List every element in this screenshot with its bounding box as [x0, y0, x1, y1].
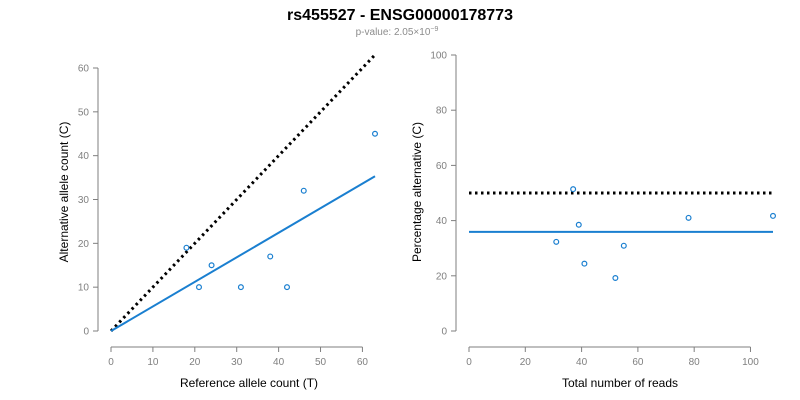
- left-data-point: [183, 244, 190, 251]
- left-y-tick-label: 40: [78, 151, 90, 162]
- right-x-tick-label: 20: [520, 357, 532, 368]
- right-y-tick-label: 40: [436, 216, 448, 227]
- left-x-tick-label: 10: [147, 357, 159, 368]
- left-data-point: [372, 130, 379, 137]
- left-data-point: [284, 284, 291, 291]
- left-reference-dotted-line: [109, 53, 377, 333]
- left-y-tick-label: 0: [83, 327, 89, 338]
- right-data-point: [570, 186, 577, 193]
- left-data-point: [208, 262, 215, 269]
- left-x-tick-label: 0: [108, 357, 114, 368]
- left-x-tick-label: 30: [231, 357, 243, 368]
- left-x-axis-label: Reference allele count (T): [180, 376, 318, 390]
- left-x-tick-label: 40: [273, 357, 285, 368]
- right-x-tick-label: 100: [742, 357, 759, 368]
- left-data-point: [237, 284, 244, 291]
- right-y-tick-label: 60: [436, 161, 448, 172]
- pvalue-text: p-value: 2.05×10: [356, 27, 431, 38]
- right-data-point: [620, 242, 627, 249]
- left-y-tick-label: 20: [78, 239, 90, 250]
- left-data-point: [196, 284, 203, 291]
- left-scatter-plot: 0 10 20 30 40 50 60 0 10 20 30 40 50 60 Reference alle…: [57, 53, 379, 390]
- left-fit-line: [110, 175, 376, 332]
- chart-subtitle: p-value: 2.05×10−9: [356, 26, 439, 38]
- right-y-tick-label: 20: [436, 271, 448, 282]
- left-y-tick-label: 50: [78, 107, 90, 118]
- right-y-tick-label: 0: [441, 327, 447, 338]
- right-data-point: [581, 260, 588, 267]
- left-y-tick-label: 30: [78, 195, 90, 206]
- right-data-point: [553, 238, 560, 245]
- right-data-point: [575, 221, 582, 228]
- pvalue-exponent: −9: [430, 26, 438, 33]
- right-data-point: [612, 275, 619, 282]
- left-data-point: [267, 253, 274, 260]
- left-x-tick-label: 50: [315, 357, 327, 368]
- right-scatter-plot: 0 20 40 60 80 100 0 20 40 60 80 100 Total number of …: [410, 51, 776, 390]
- right-y-axis-label: Percentage alternative (C): [410, 122, 424, 262]
- right-data-point: [685, 214, 692, 221]
- right-x-tick-label: 40: [576, 357, 588, 368]
- right-x-tick-label: 0: [466, 357, 472, 368]
- right-y-tick-label: 80: [436, 106, 448, 117]
- right-x-axis-label: Total number of reads: [562, 376, 678, 390]
- right-y-tick-label: 100: [430, 51, 447, 62]
- left-x-tick-label: 20: [189, 357, 201, 368]
- right-x-tick-label: 60: [632, 357, 644, 368]
- right-x-tick-label: 80: [689, 357, 701, 368]
- left-y-tick-label: 10: [78, 283, 90, 294]
- left-y-axis-label: Alternative allele count (C): [57, 122, 71, 263]
- left-data-point: [300, 187, 307, 194]
- right-data-point: [769, 212, 776, 219]
- chart-title: rs455527 - ENSG00000178773: [287, 7, 513, 24]
- left-x-tick-label: 60: [357, 357, 369, 368]
- left-y-tick-label: 60: [78, 64, 90, 75]
